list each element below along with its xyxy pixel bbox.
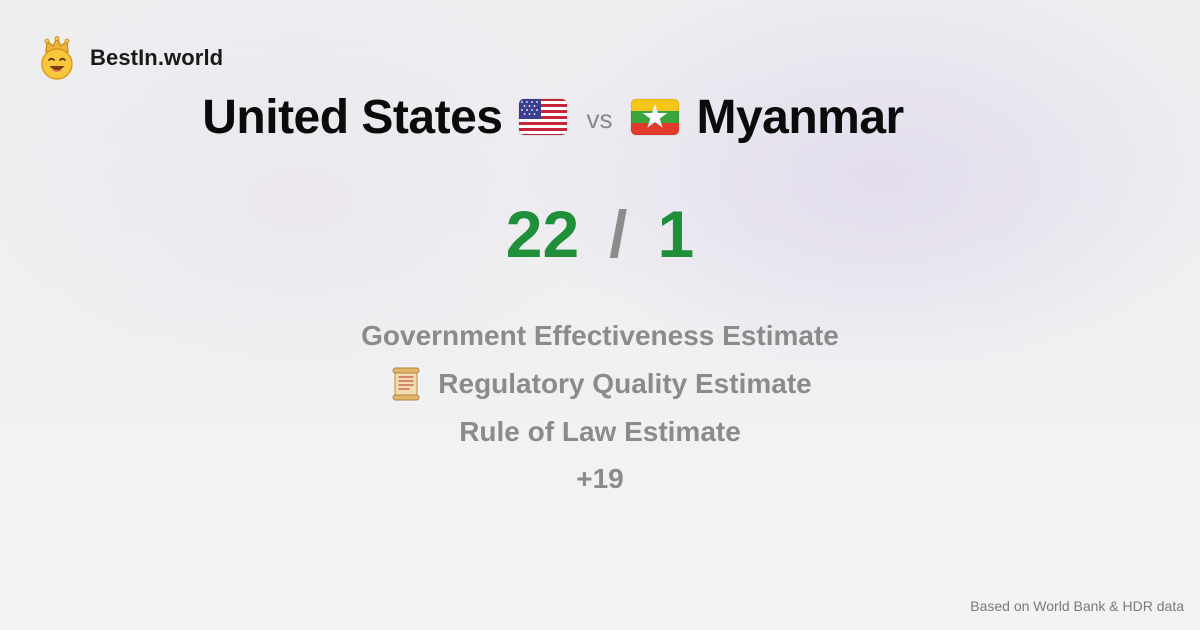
- more-indicators-count: +19: [576, 463, 624, 494]
- crown-smiley-icon: [41, 36, 73, 80]
- score-separator: /: [609, 197, 628, 271]
- indicator-item: Government Effectiveness Estimate: [0, 312, 1200, 360]
- vs-separator: vs: [586, 103, 613, 134]
- right-score: 1: [657, 197, 695, 271]
- data-source-note: Based on World Bank & HDR data: [970, 598, 1184, 614]
- indicator-label: Regulatory Quality Estimate: [438, 368, 812, 399]
- indicator-label: Rule of Law Estimate: [459, 416, 741, 447]
- us-flag-icon: [518, 98, 568, 136]
- score-display: 22 / 1: [0, 196, 1200, 272]
- indicator-item: Regulatory Quality Estimate: [0, 360, 1200, 408]
- indicator-label: Government Effectiveness Estimate: [361, 320, 839, 351]
- brand-name: BestIn.world: [90, 45, 224, 70]
- left-score: 22: [505, 197, 580, 271]
- left-country-name: United States: [202, 90, 503, 144]
- scroll-icon: [392, 367, 420, 401]
- myanmar-flag-icon: [630, 98, 680, 136]
- indicator-list: Government Effectiveness Estimate Regula…: [0, 312, 1200, 504]
- indicator-item: Rule of Law Estimate: [0, 408, 1200, 456]
- comparison-title: United States vs: [0, 86, 1106, 148]
- right-country-name: Myanmar: [696, 90, 904, 144]
- brand[interactable]: BestIn.world: [38, 36, 223, 80]
